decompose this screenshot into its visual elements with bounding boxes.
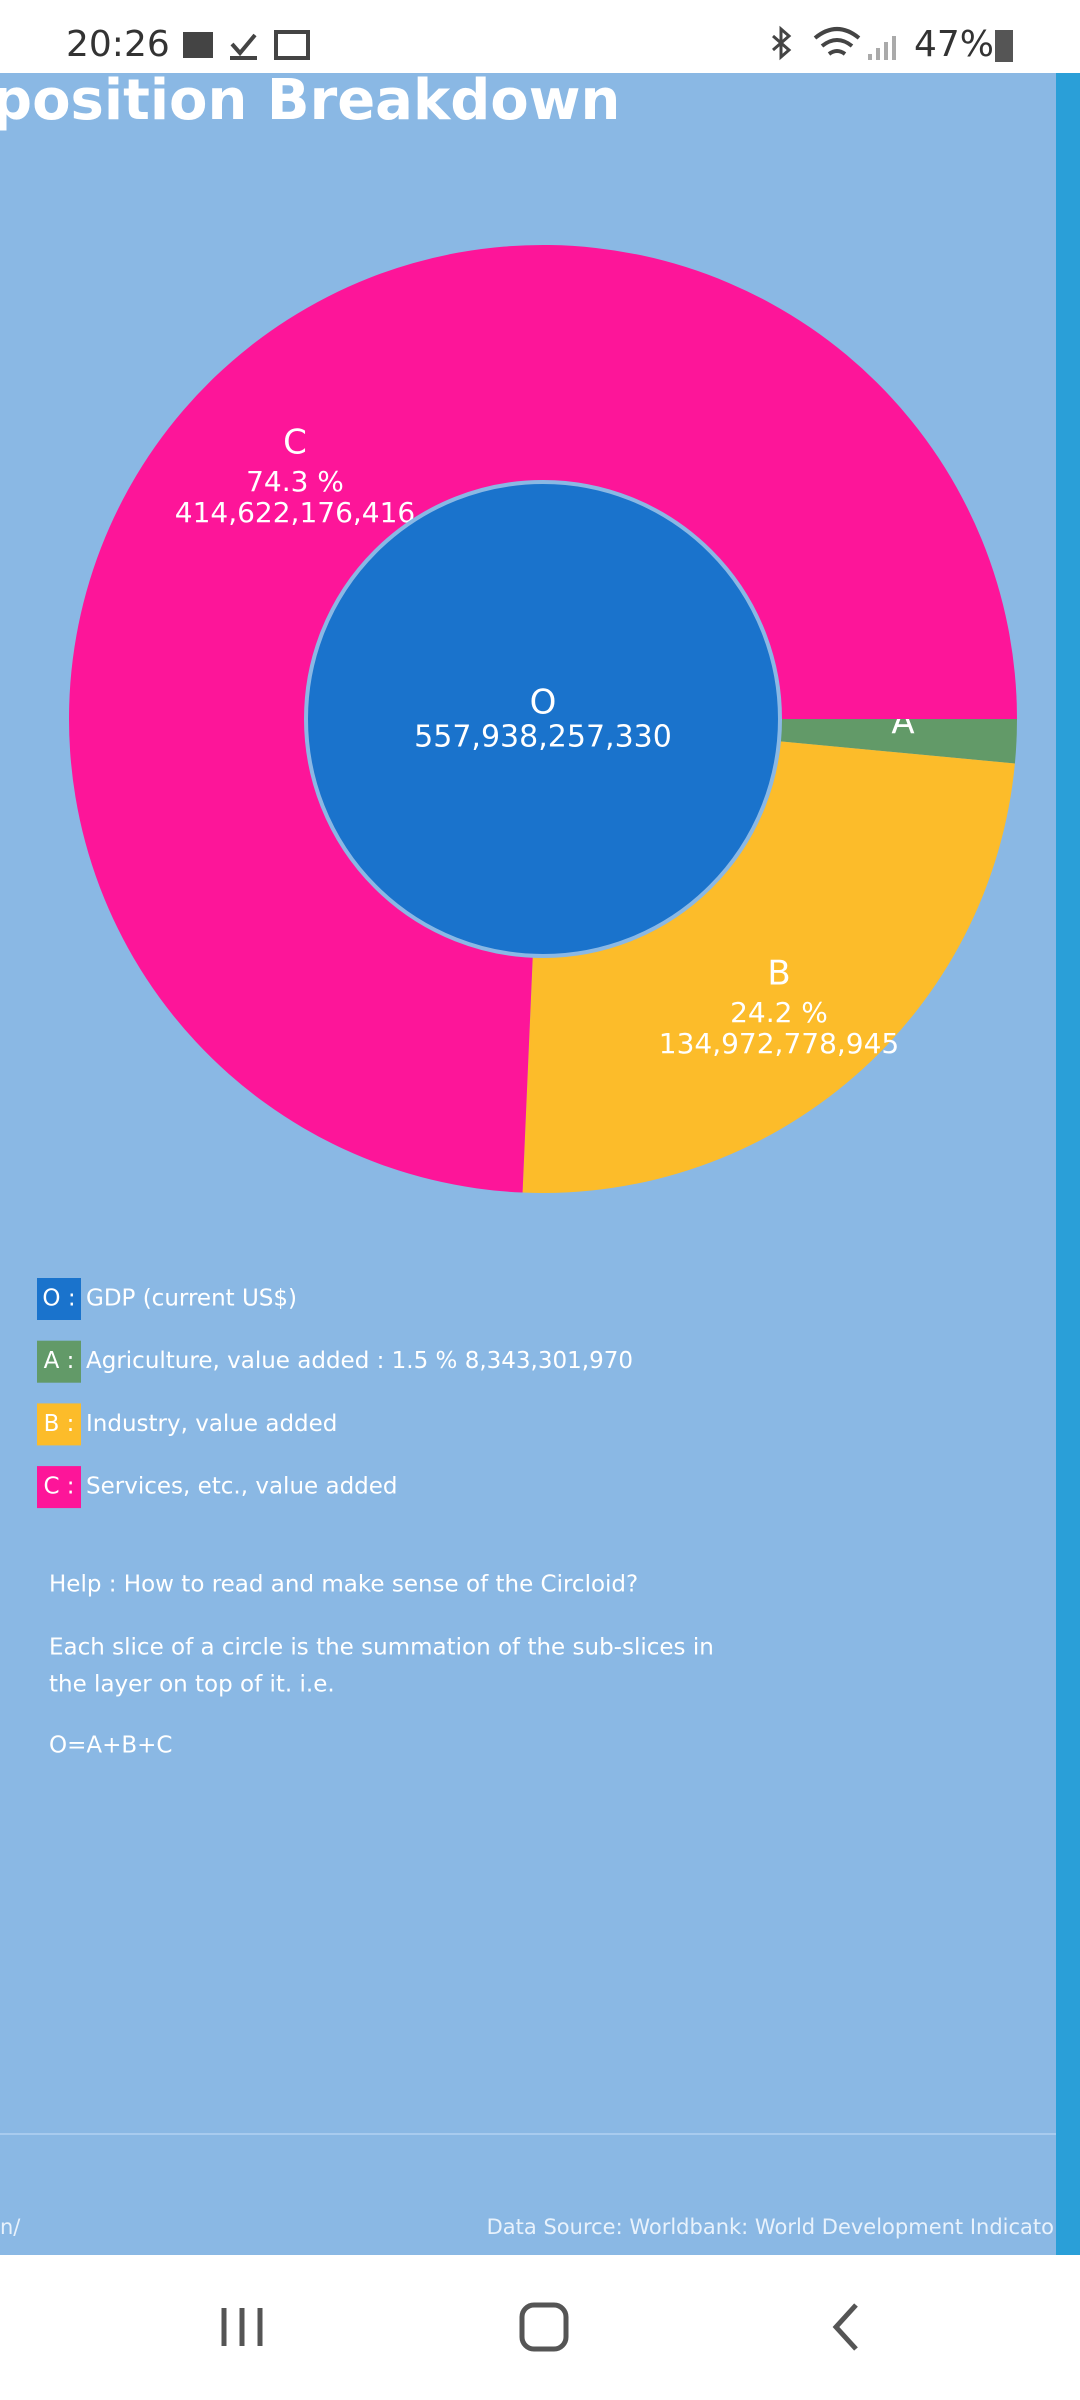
legend-text: Agriculture, value added : 1.5 % 8,343,3… (86, 1348, 633, 1374)
help-text: Each slice of a circle is the summation … (49, 1635, 714, 1661)
slice-percent: 24.2 % (730, 996, 828, 1029)
legend-key: A : (44, 1348, 75, 1374)
help-text: the layer on top of it. i.e. (49, 1672, 335, 1698)
footer-link: n/ (0, 2215, 21, 2239)
slice-label: C (283, 423, 307, 463)
legend-text: Industry, value added (86, 1411, 337, 1437)
legend-swatch (37, 1340, 81, 1383)
legend-swatch (37, 1403, 81, 1446)
center-value: 557,938,257,330 (414, 720, 672, 755)
nav-bar (0, 2255, 1080, 2400)
legend-swatch (37, 1278, 81, 1320)
slice-value: 134,972,778,945 (659, 1027, 899, 1060)
wifi-icon (813, 27, 861, 56)
data-source: Data Source: Worldbank: World Developmen… (487, 2215, 1054, 2239)
legend-key: B : (44, 1411, 75, 1437)
legend-key: O : (42, 1286, 75, 1312)
status-icon (230, 33, 257, 60)
center-circle (304, 480, 782, 958)
legend: O : GDP (current US$) A : Agriculture, valu… (37, 1278, 633, 1509)
recent-apps-button[interactable] (221, 2308, 263, 2346)
slice (522, 741, 1015, 1193)
help-formula: O=A+B+C (49, 1733, 173, 1759)
help-title: Help : How to read and make sense of the… (49, 1572, 638, 1598)
legend-text: Services, etc., value added (86, 1474, 398, 1500)
legend-swatch (37, 1466, 81, 1509)
slice-value: 414,622,176,416 (175, 496, 415, 529)
battery-text: 47% (914, 24, 994, 65)
status-icon (274, 30, 310, 60)
slice-label: B (767, 954, 790, 994)
center-label: O (530, 683, 557, 723)
legend-key: C : (43, 1474, 74, 1500)
slice (778, 719, 1017, 764)
status-bar (0, 0, 1080, 73)
slice-percent: 74.3 % (246, 465, 344, 498)
bluetooth-icon (772, 25, 792, 61)
home-button[interactable] (519, 2302, 569, 2352)
legend-text: GDP (current US$) (86, 1286, 297, 1312)
signal-icon (868, 36, 896, 60)
page-title: position Breakdown (0, 68, 620, 133)
slice (68, 244, 1018, 1193)
clock: 20:26 (66, 24, 170, 65)
status-icon (183, 32, 213, 58)
back-button[interactable] (832, 2303, 858, 2351)
side-edge (1056, 73, 1080, 2255)
battery-icon (995, 30, 1013, 62)
